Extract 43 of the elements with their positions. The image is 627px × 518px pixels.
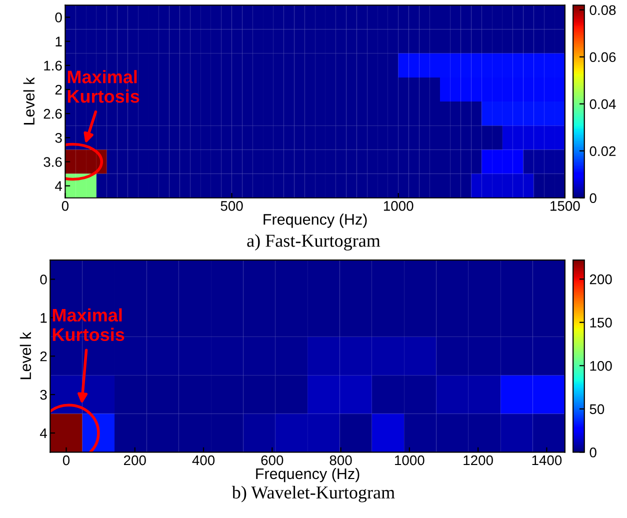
y-axis-title: Level k [20, 332, 32, 380]
y-tick-label: 2.6 [44, 108, 62, 119]
y-tick-label: 2 [55, 84, 62, 95]
color-bar-label: 50 [590, 404, 604, 414]
x-tick-label: 0 [62, 455, 70, 466]
color-bar-label: 0 [590, 193, 596, 204]
x-tick-label: 0 [62, 201, 69, 211]
x-axis-title: Frequency (Hz) [256, 468, 360, 482]
color-bar-label: 0.08 [590, 5, 616, 16]
y-tick-label: 1 [56, 36, 62, 46]
y-tick-label: 4 [40, 428, 47, 438]
color-bar-label: 150 [590, 318, 612, 328]
text: a) Fast-Kurtogram [247, 234, 380, 251]
y-tick-label: 3 [55, 132, 62, 143]
color-bar-label: 0.06 [590, 52, 616, 62]
y-tick-label: 0 [40, 274, 47, 284]
x-tick-label: 1500 [550, 201, 580, 211]
x-tick-label: 200 [124, 455, 146, 466]
y-tick-label: 0 [55, 12, 62, 22]
x-tick-label: 400 [192, 455, 215, 466]
annotation: Maximal Kurtosis [68, 70, 140, 103]
text: b) Wavelet-Kurtogram [232, 486, 395, 502]
y-tick-label: 4 [55, 181, 62, 191]
y-tick-label: 1.6 [44, 60, 62, 71]
x-axis-title: Frequency (Hz) [264, 214, 367, 228]
color-bar-label: 0.02 [590, 146, 616, 156]
color-bar-label: 100 [590, 360, 612, 371]
x-tick-label: 1000 [384, 201, 414, 211]
y-axis-title: Level k [23, 77, 35, 124]
color-bar-label: 0 [590, 448, 596, 458]
x-tick-label: 1000 [395, 455, 424, 466]
y-tick-label: 2 [40, 351, 47, 362]
x-tick-label: 800 [330, 455, 352, 466]
x-tick-label: 500 [220, 201, 243, 211]
y-tick-label: 3 [40, 390, 47, 400]
annotation: Maximal Kurtosis [52, 308, 124, 342]
x-tick-label: 600 [261, 455, 284, 466]
color-bar-label: 200 [590, 274, 612, 284]
y-tick-label: 3.6 [44, 157, 62, 167]
color-bar-label: 0.04 [590, 99, 616, 110]
y-tick-label: 1 [40, 313, 47, 323]
x-tick-label: 1200 [464, 455, 493, 466]
x-tick-label: 1400 [532, 455, 562, 466]
